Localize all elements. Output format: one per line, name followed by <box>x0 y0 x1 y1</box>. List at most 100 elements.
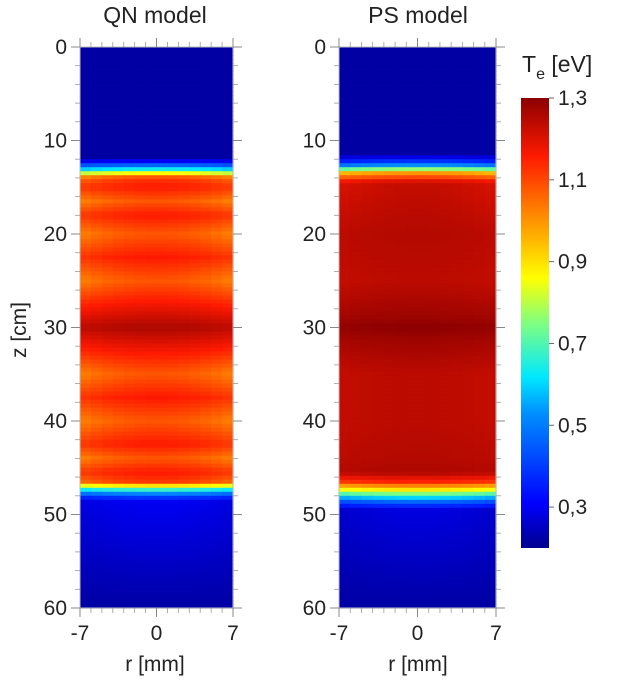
heatmap-cell <box>189 431 201 437</box>
heatmap-cell <box>211 383 223 389</box>
heatmap-cell <box>339 431 351 437</box>
heatmap-cell <box>372 375 385 381</box>
heatmap-cell <box>222 163 234 168</box>
heatmap-cell <box>383 339 396 345</box>
heatmap-cell <box>178 355 190 361</box>
heatmap-cell <box>350 379 363 385</box>
heatmap-cell <box>101 515 114 521</box>
heatmap-cell <box>167 471 179 477</box>
heatmap-cell <box>80 279 92 285</box>
heatmap-cell <box>462 211 475 216</box>
heatmap-cell <box>406 107 419 112</box>
heatmap-cell <box>339 527 351 533</box>
heatmap-cell <box>350 371 363 377</box>
heatmap-cell <box>372 319 385 325</box>
heatmap-cell <box>189 303 201 309</box>
heatmap-cell <box>350 535 363 541</box>
heatmap-cell <box>451 115 463 120</box>
heatmap-cell <box>211 511 223 517</box>
heatmap-cell <box>123 391 136 397</box>
heatmap-cell <box>350 279 363 285</box>
heatmap-cell <box>406 591 419 597</box>
heatmap-cell <box>90 471 103 477</box>
heatmap-cell <box>406 87 419 92</box>
heatmap-cell <box>145 251 158 256</box>
heatmap-cell <box>134 319 147 325</box>
heatmap-cell <box>395 515 407 521</box>
heatmap-cell <box>417 143 430 148</box>
heatmap-cell <box>80 79 92 84</box>
heatmap-cell <box>123 591 136 597</box>
heatmap-cell <box>123 511 136 517</box>
heatmap-cell <box>123 447 136 453</box>
heatmap-cell <box>189 339 201 345</box>
heatmap-cell <box>350 319 363 325</box>
heatmap-cell <box>428 599 441 605</box>
heatmap-cell <box>395 347 407 353</box>
heatmap-cell <box>395 575 407 581</box>
heatmap-cell <box>372 275 385 281</box>
heatmap-cell <box>417 311 430 317</box>
heatmap-cell <box>350 175 363 180</box>
heatmap-cell <box>178 87 190 92</box>
heatmap-cell <box>145 107 158 112</box>
heatmap-cell <box>383 207 396 212</box>
heatmap-cell <box>339 579 351 585</box>
heatmap-cell <box>90 223 103 228</box>
heatmap-cell <box>383 227 396 232</box>
heatmap-cell <box>462 535 475 541</box>
heatmap-cell <box>112 219 125 224</box>
heatmap-cell <box>451 167 463 172</box>
heatmap-cell <box>90 439 103 445</box>
y-tick-label: 0 <box>55 36 67 59</box>
heatmap-cell <box>123 279 136 285</box>
heatmap-cell <box>178 271 190 277</box>
heatmap-cell <box>451 119 463 124</box>
heatmap-cell <box>90 523 103 529</box>
heatmap-cell <box>339 575 351 581</box>
heatmap-cell <box>361 515 374 521</box>
heatmap-cell <box>211 183 223 188</box>
heatmap-cell <box>372 207 385 212</box>
heatmap-cell <box>80 439 92 445</box>
heatmap-cell <box>428 567 441 573</box>
heatmap-cell <box>484 435 497 441</box>
heatmap-cell <box>145 399 158 405</box>
heatmap-cell <box>439 87 452 92</box>
heatmap-cell <box>428 163 441 168</box>
heatmap-cell <box>134 235 147 240</box>
heatmap-cell <box>200 487 212 493</box>
heatmap-cell <box>156 167 169 172</box>
heatmap-cell <box>189 511 201 517</box>
heatmap-cell <box>156 315 169 321</box>
heatmap-cell <box>112 147 125 152</box>
heatmap-cell <box>361 231 374 236</box>
heatmap-cell <box>372 107 385 112</box>
heatmap-cell <box>383 467 396 473</box>
heatmap-cell <box>372 487 385 493</box>
heatmap-cell <box>439 107 452 112</box>
heatmap-cell <box>145 367 158 373</box>
heatmap-cell <box>123 235 136 240</box>
heatmap-cell <box>361 287 374 293</box>
heatmap-cell <box>473 191 486 196</box>
heatmap-cell <box>189 155 201 160</box>
heatmap-cell <box>406 175 419 180</box>
heatmap-cell <box>361 247 374 252</box>
heatmap-cell <box>462 243 475 248</box>
heatmap-cell <box>211 255 223 260</box>
heatmap-cell <box>383 223 396 228</box>
heatmap-cell <box>417 275 430 281</box>
heatmap-cell <box>222 603 234 609</box>
heatmap-cell <box>395 83 407 88</box>
heatmap-cell <box>339 115 351 120</box>
heatmap-cell <box>428 115 441 120</box>
heatmap-cell <box>439 187 452 192</box>
heatmap-cell <box>156 599 169 605</box>
heatmap-cell <box>428 403 441 409</box>
heatmap-cell <box>406 467 419 473</box>
heatmap-cell <box>134 103 147 108</box>
heatmap-cell <box>395 427 407 433</box>
heatmap-cell <box>451 63 463 68</box>
colorbar-title: Te [eV] <box>522 51 592 83</box>
